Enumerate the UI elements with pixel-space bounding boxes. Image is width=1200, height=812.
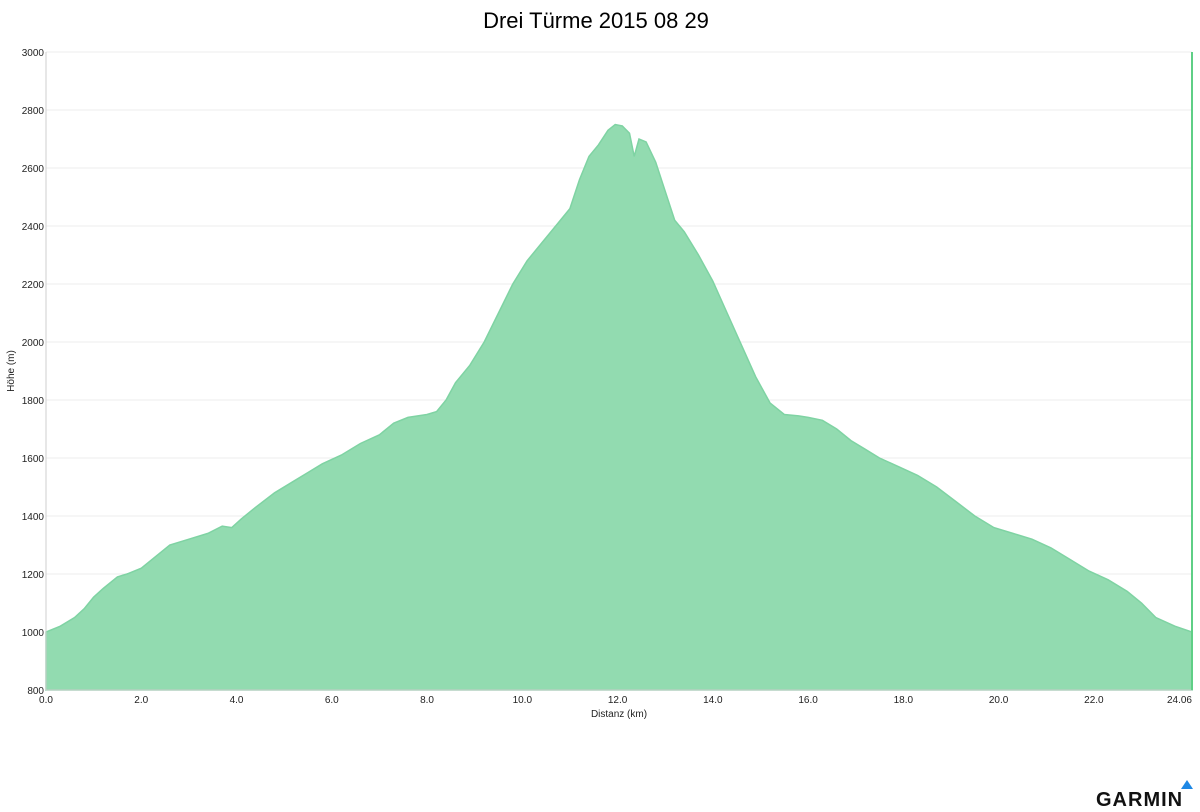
y-tick-label: 2200	[22, 280, 45, 291]
y-tick-label: 1400	[22, 512, 45, 523]
y-tick-label: 1600	[22, 454, 45, 465]
elevation-area	[45, 123, 1193, 691]
x-axis-label: Distanz (km)	[591, 709, 647, 720]
x-tick-label: 12.0	[608, 695, 628, 706]
y-tick-label: 3000	[22, 48, 45, 59]
y-axis-label: Höhe (m)	[6, 350, 17, 392]
x-tick-label: 8.0	[420, 695, 434, 706]
y-tick-label: 800	[27, 686, 44, 697]
axes	[45, 52, 1193, 691]
logo-text: GARMIN	[1096, 789, 1184, 811]
x-tick-label: 14.0	[703, 695, 723, 706]
y-tick-label: 2800	[22, 106, 45, 117]
x-tick-label: 0.0	[39, 695, 53, 706]
x-tick-label: 2.0	[134, 695, 148, 706]
x-tick-label: 24.06	[1167, 695, 1192, 706]
x-tick-label: 10.0	[513, 695, 533, 706]
x-tick-label: 22.0	[1084, 695, 1104, 706]
y-tick-label: 2400	[22, 222, 45, 233]
plot-area	[45, 123, 1193, 691]
x-tick-label: 4.0	[230, 695, 244, 706]
y-tick-label: 2000	[22, 338, 45, 349]
garmin-logo: GARMIN	[1096, 778, 1200, 811]
x-tick-label: 16.0	[798, 695, 818, 706]
logo-triangle-icon	[1181, 780, 1193, 789]
x-tick-labels: 0.0 2.0 4.0 6.0 8.0 10.0 12.0 14.0 16.0 18.0 20.0 2…	[39, 695, 1192, 706]
x-tick-label: 6.0	[325, 695, 339, 706]
chart-title: Drei Türme 2015 08 29	[483, 8, 709, 33]
y-tick-label: 1200	[22, 570, 45, 581]
y-tick-label: 1000	[22, 628, 45, 639]
y-tick-labels: 800 1000 1200 1400 1600 1800 2000 2200 2400 2600 2…	[22, 48, 45, 697]
x-tick-label: 18.0	[894, 695, 914, 706]
y-tick-label: 2600	[22, 164, 45, 175]
x-tick-label: 20.0	[989, 695, 1009, 706]
y-tick-label: 1800	[22, 396, 45, 407]
